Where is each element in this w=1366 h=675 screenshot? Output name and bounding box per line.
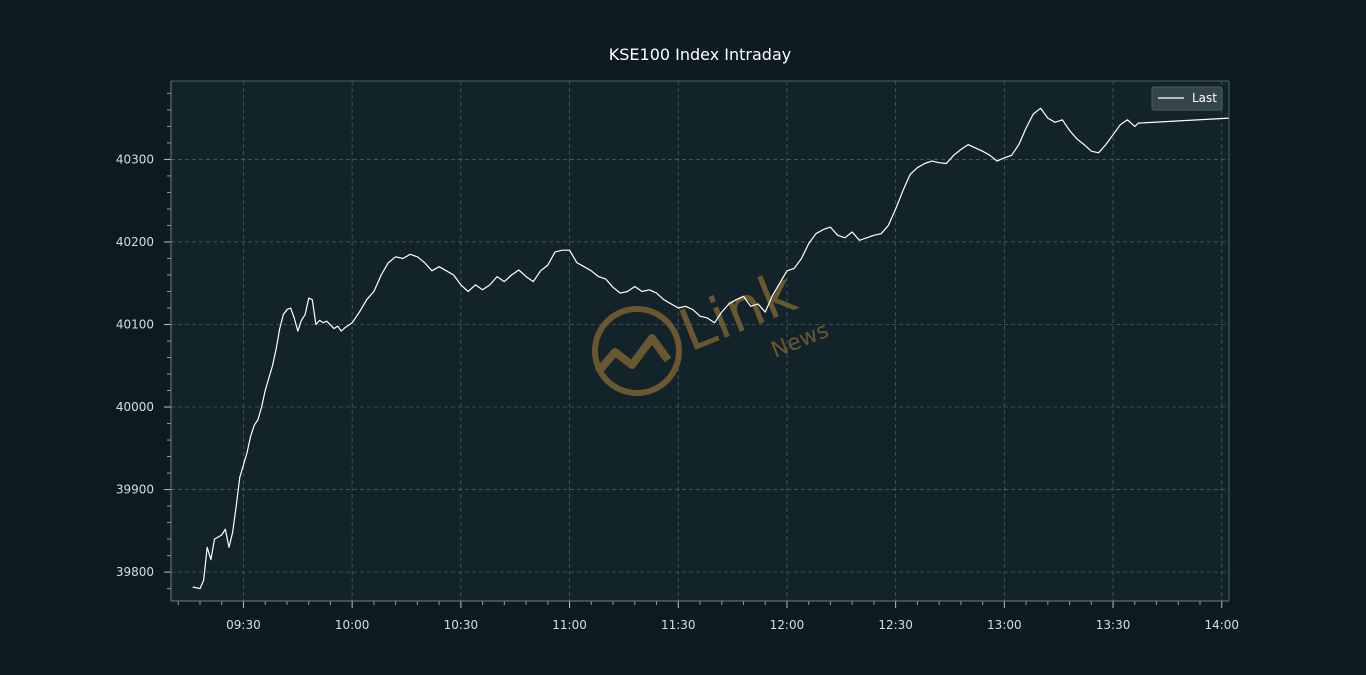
x-tick-label: 14:00 [1204,618,1239,632]
legend-box [1151,86,1223,111]
chart-title: KSE100 Index Intraday [609,45,791,64]
x-tick-label: 10:30 [444,618,479,632]
watermark-trend-icon [594,334,672,375]
x-tick-label: 09:30 [226,618,261,632]
y-tick-label: 40000 [116,400,154,414]
series-layer [192,107,1230,590]
x-tick-label: 10:00 [335,618,370,632]
y-tick-label: 40200 [116,235,154,249]
y-tick-label: 39800 [116,565,154,579]
y-tick-label: 39900 [116,483,154,497]
x-tick-label: 13:00 [987,618,1022,632]
x-tick-label: 11:30 [661,618,696,632]
watermark-logo: Link News [592,257,832,396]
plot-area [171,81,1229,601]
legend-label: Last [1192,91,1217,105]
y-tick-label: 40300 [116,152,154,166]
series-line-last [192,107,1230,590]
axes: 39800 39900 40000 40100 40200 40300 09:30 10:00… [116,80,1239,632]
x-tick-label: 11:00 [552,618,587,632]
y-tick-label: 40100 [116,317,154,331]
grid-lines [171,81,1229,601]
x-tick-label: 12:00 [770,618,805,632]
x-tick-label: 13:30 [1096,618,1131,632]
legend: Last [1151,86,1223,111]
x-tick-label: 12:30 [878,618,913,632]
watermark-circle-icon [592,306,682,396]
